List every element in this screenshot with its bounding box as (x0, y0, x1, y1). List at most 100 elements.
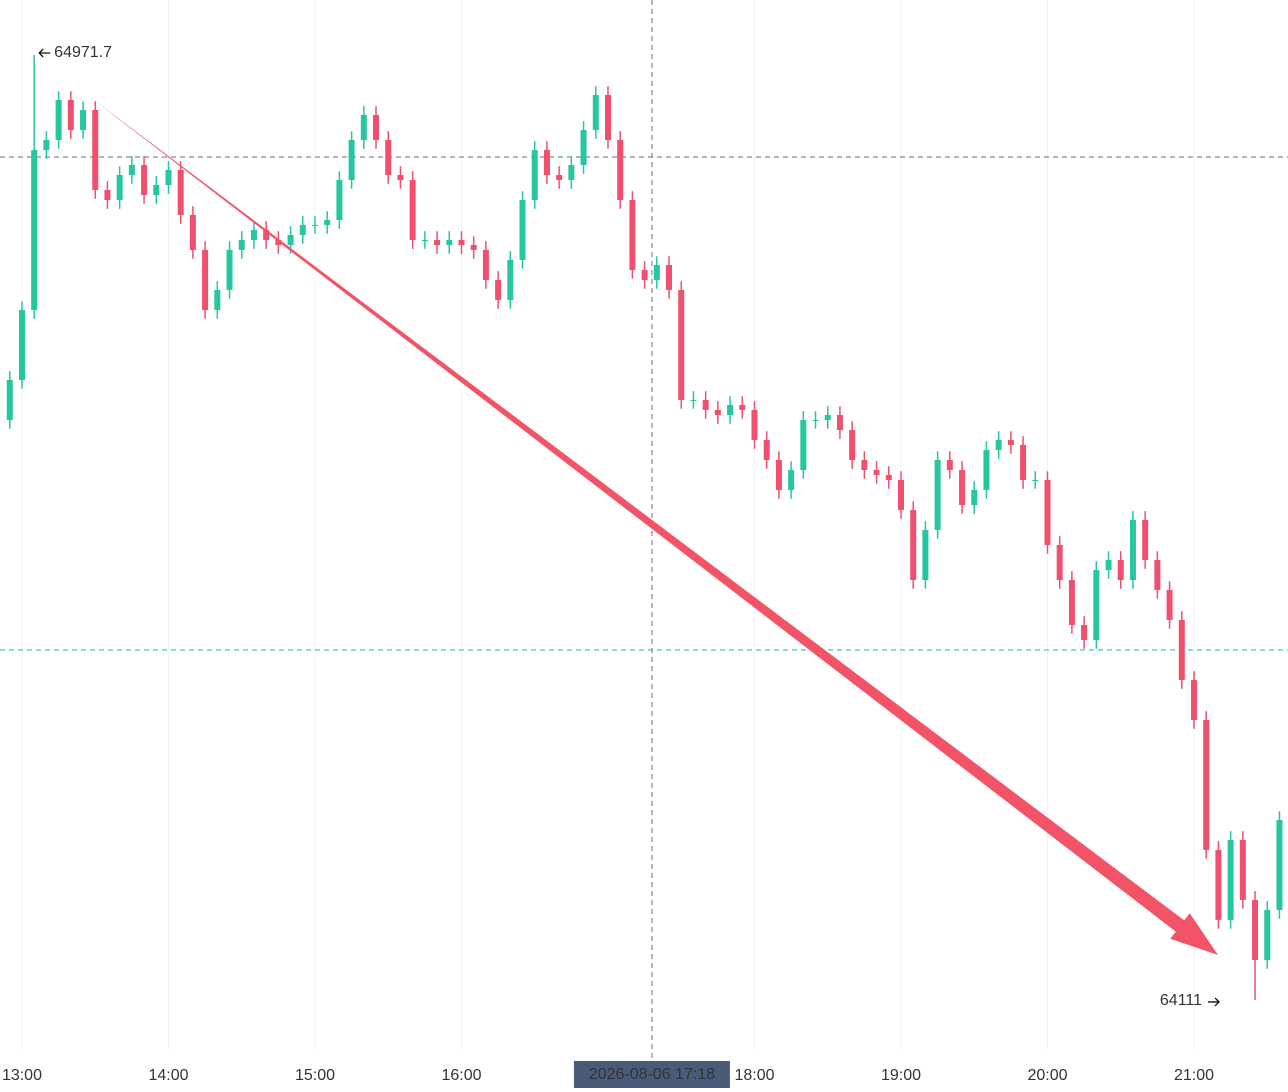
candle-body (324, 220, 331, 225)
candle-body (263, 230, 270, 240)
candle-body (1056, 544, 1063, 581)
crosshair-label-box (573, 1061, 730, 1088)
candle-body (238, 239, 245, 250)
candle-body (519, 200, 526, 260)
candle-body (849, 430, 856, 461)
candle-body (1142, 519, 1149, 561)
candle-body (409, 180, 416, 240)
low-label: 64111 (1160, 992, 1202, 1009)
candle-body (617, 139, 624, 201)
x-tick-label: 18:00 (734, 1067, 774, 1084)
x-tick-label: 13:00 (2, 1067, 42, 1084)
candle-body (592, 94, 599, 130)
candle-body (128, 165, 135, 175)
candle-body (1264, 909, 1271, 960)
x-tick-label: 14:00 (148, 1067, 188, 1084)
candle-body (1227, 839, 1234, 920)
candle-body (43, 139, 50, 150)
candle-body (482, 249, 489, 280)
high-label: 64971.7 (54, 44, 112, 61)
candle-body (885, 474, 892, 480)
candle-body (836, 414, 843, 431)
candle-body (946, 460, 953, 470)
candle-body (690, 399, 697, 401)
candle-body (763, 440, 770, 461)
x-tick-label: 21:00 (1174, 1067, 1214, 1084)
candle-body (812, 419, 819, 421)
candle-body (543, 149, 550, 175)
x-tick-label: 16:00 (441, 1067, 481, 1084)
candle-body (1117, 560, 1124, 581)
candle-body (1252, 899, 1259, 960)
candle-body (629, 200, 636, 270)
candle-body (922, 529, 929, 581)
candle-body (1215, 849, 1222, 920)
candle-body (446, 239, 453, 246)
candle-body (1081, 625, 1088, 640)
candle-body (1203, 719, 1210, 850)
candle-body (189, 214, 196, 250)
x-tick-label: 15:00 (295, 1067, 335, 1084)
candle-body (226, 249, 233, 290)
candle-body (311, 224, 318, 226)
trend-arrow (90, 97, 1218, 955)
candle-body (666, 265, 673, 290)
candle-body (116, 175, 123, 201)
candle-body (287, 234, 294, 246)
candle-body (1105, 560, 1112, 571)
candle-body (177, 169, 184, 215)
candle-body (775, 460, 782, 490)
candle-body (788, 469, 795, 490)
candle-body (580, 129, 587, 166)
candle-body (299, 224, 306, 235)
candle-body (641, 269, 648, 280)
candles (6, 55, 1283, 1000)
candle-body (751, 409, 758, 441)
candle-body (604, 94, 611, 140)
candle-body (336, 180, 343, 221)
candle-body (495, 279, 502, 300)
candle-body (1093, 570, 1100, 640)
candle-body (275, 239, 282, 246)
candle-body (910, 509, 917, 581)
candle-body (6, 379, 13, 420)
candle-body (934, 460, 941, 530)
candle-body (800, 419, 807, 470)
candle-body (348, 139, 355, 181)
candle-body (421, 239, 428, 241)
candle-body (824, 414, 831, 420)
candle-body (983, 450, 990, 490)
candle-body (1190, 680, 1197, 720)
candle-body (739, 405, 746, 410)
candle-body (1032, 479, 1039, 481)
candle-body (397, 175, 404, 181)
candle-body (873, 469, 880, 475)
candle-body (702, 399, 709, 410)
candle-body (1129, 519, 1136, 581)
candle-body (995, 440, 1002, 451)
candle-body (1178, 619, 1185, 681)
candle-body (714, 409, 721, 415)
candle-body (507, 259, 514, 300)
candle-body (861, 460, 868, 470)
candle-body (1154, 560, 1161, 590)
candle-body (971, 489, 978, 506)
candle-body (104, 190, 111, 201)
candle-body (92, 110, 99, 191)
low-arrow (1208, 997, 1220, 1007)
candle-body (55, 100, 62, 140)
candle-body (458, 239, 465, 246)
candle-body (1276, 819, 1283, 910)
crosshair-label: 2026-08-06 17:18 (589, 1066, 715, 1083)
candle-body (141, 165, 148, 195)
candle-body (250, 230, 257, 240)
candle-body (727, 405, 734, 415)
candle-body (653, 265, 660, 280)
high-arrow (38, 48, 51, 58)
candle-body (153, 184, 160, 195)
x-tick-label: 20:00 (1027, 1067, 1067, 1084)
candle-body (1068, 580, 1075, 626)
candle-body (67, 100, 74, 130)
candle-body (373, 114, 380, 140)
